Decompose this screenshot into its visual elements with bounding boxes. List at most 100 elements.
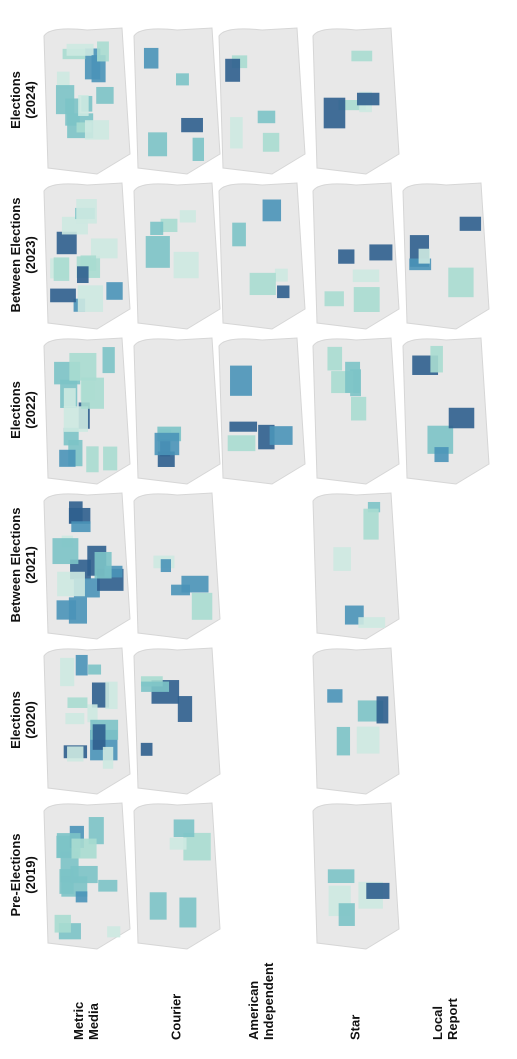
map-region — [257, 110, 276, 124]
map-region — [338, 903, 355, 926]
map-thumbnail — [133, 27, 221, 175]
map-region — [107, 926, 121, 938]
map-region — [53, 257, 70, 281]
map-region — [160, 218, 178, 233]
map-region — [434, 447, 449, 463]
period-label-line: Elections — [8, 381, 23, 439]
map-region — [363, 508, 379, 540]
period-label: Elections (2020) — [8, 691, 38, 749]
map-region — [338, 100, 366, 111]
map-region — [102, 746, 114, 769]
map-region — [97, 41, 109, 62]
map-region — [269, 426, 293, 445]
outlet-label-line: Media — [86, 1002, 101, 1040]
map-region — [367, 501, 381, 513]
map-region — [169, 837, 187, 850]
period-label: Between Elections (2023) — [8, 198, 38, 313]
map-thumbnail — [218, 337, 306, 485]
map-thumbnail — [43, 27, 131, 175]
map-region — [103, 446, 118, 471]
map-region — [76, 199, 97, 224]
period-label: Pre-Elections (2019) — [8, 833, 38, 916]
map-region — [69, 352, 97, 381]
map-region — [356, 726, 380, 754]
map-region — [63, 427, 79, 446]
map-region — [356, 92, 380, 106]
map-region — [102, 347, 115, 374]
map-region — [141, 681, 170, 692]
map-region — [84, 120, 110, 140]
map-thumbnail — [312, 802, 400, 950]
map-region — [262, 132, 280, 152]
map-region — [106, 282, 123, 300]
map-region — [176, 73, 189, 86]
map-region — [181, 575, 209, 593]
map-region — [327, 346, 343, 371]
map-thumbnail — [43, 337, 131, 485]
map-land — [218, 27, 306, 175]
map-region — [55, 85, 75, 115]
outlet-label-line: Star — [347, 1015, 362, 1040]
map-region — [63, 388, 76, 408]
period-label-line: Between Elections — [8, 508, 23, 623]
outlet-label: Metric Media — [71, 1002, 101, 1040]
map-region — [90, 238, 118, 259]
map-region — [376, 696, 389, 724]
map-thumbnail — [43, 647, 131, 795]
period-label-line: Elections — [8, 71, 23, 129]
map-region — [183, 832, 211, 861]
map-region — [192, 137, 205, 161]
map-region — [160, 559, 172, 573]
map-region — [366, 882, 390, 899]
map-land — [218, 337, 306, 485]
period-label: Elections (2024) — [8, 71, 38, 129]
outlet-label-line: American — [246, 981, 261, 1040]
map-region — [104, 565, 123, 578]
map-region — [345, 361, 361, 393]
map-thumbnail — [402, 182, 490, 330]
map-region — [173, 819, 195, 838]
map-thumbnail — [312, 492, 400, 640]
period-label-line: Elections — [8, 691, 23, 749]
map-thumbnail — [218, 182, 306, 330]
map-region — [57, 571, 85, 597]
map-thumbnail — [43, 802, 131, 950]
map-region — [92, 724, 106, 750]
map-thumbnail — [312, 337, 400, 485]
map-region — [75, 654, 88, 676]
map-thumbnail — [312, 27, 400, 175]
map-region — [358, 617, 386, 628]
map-region — [227, 435, 256, 452]
map-region — [59, 449, 76, 467]
map-region — [232, 222, 246, 247]
map-region — [230, 117, 243, 149]
map-region — [77, 285, 104, 312]
map-region — [52, 538, 79, 565]
map-region — [229, 421, 258, 432]
map-land — [133, 337, 221, 485]
map-region — [69, 501, 83, 523]
map-region — [86, 446, 99, 473]
map-region — [63, 406, 88, 432]
outlet-label-line: Report — [445, 997, 460, 1040]
map-thumbnail — [133, 492, 221, 640]
map-land — [312, 802, 400, 950]
map-region — [140, 676, 163, 687]
map-region — [98, 879, 118, 892]
map-thumbnail — [133, 647, 221, 795]
map-region — [353, 287, 380, 313]
outlet-label: American Independent — [246, 962, 276, 1040]
map-region — [71, 838, 97, 859]
map-region — [277, 285, 290, 299]
map-region — [327, 869, 355, 884]
map-region — [145, 236, 170, 268]
map-region — [94, 551, 112, 579]
map-region — [56, 71, 70, 89]
map-region — [140, 742, 153, 756]
map-region — [338, 249, 355, 264]
map-land — [312, 647, 400, 795]
map-thumbnail — [43, 492, 131, 640]
map-region — [88, 664, 102, 675]
map-region — [324, 291, 344, 307]
